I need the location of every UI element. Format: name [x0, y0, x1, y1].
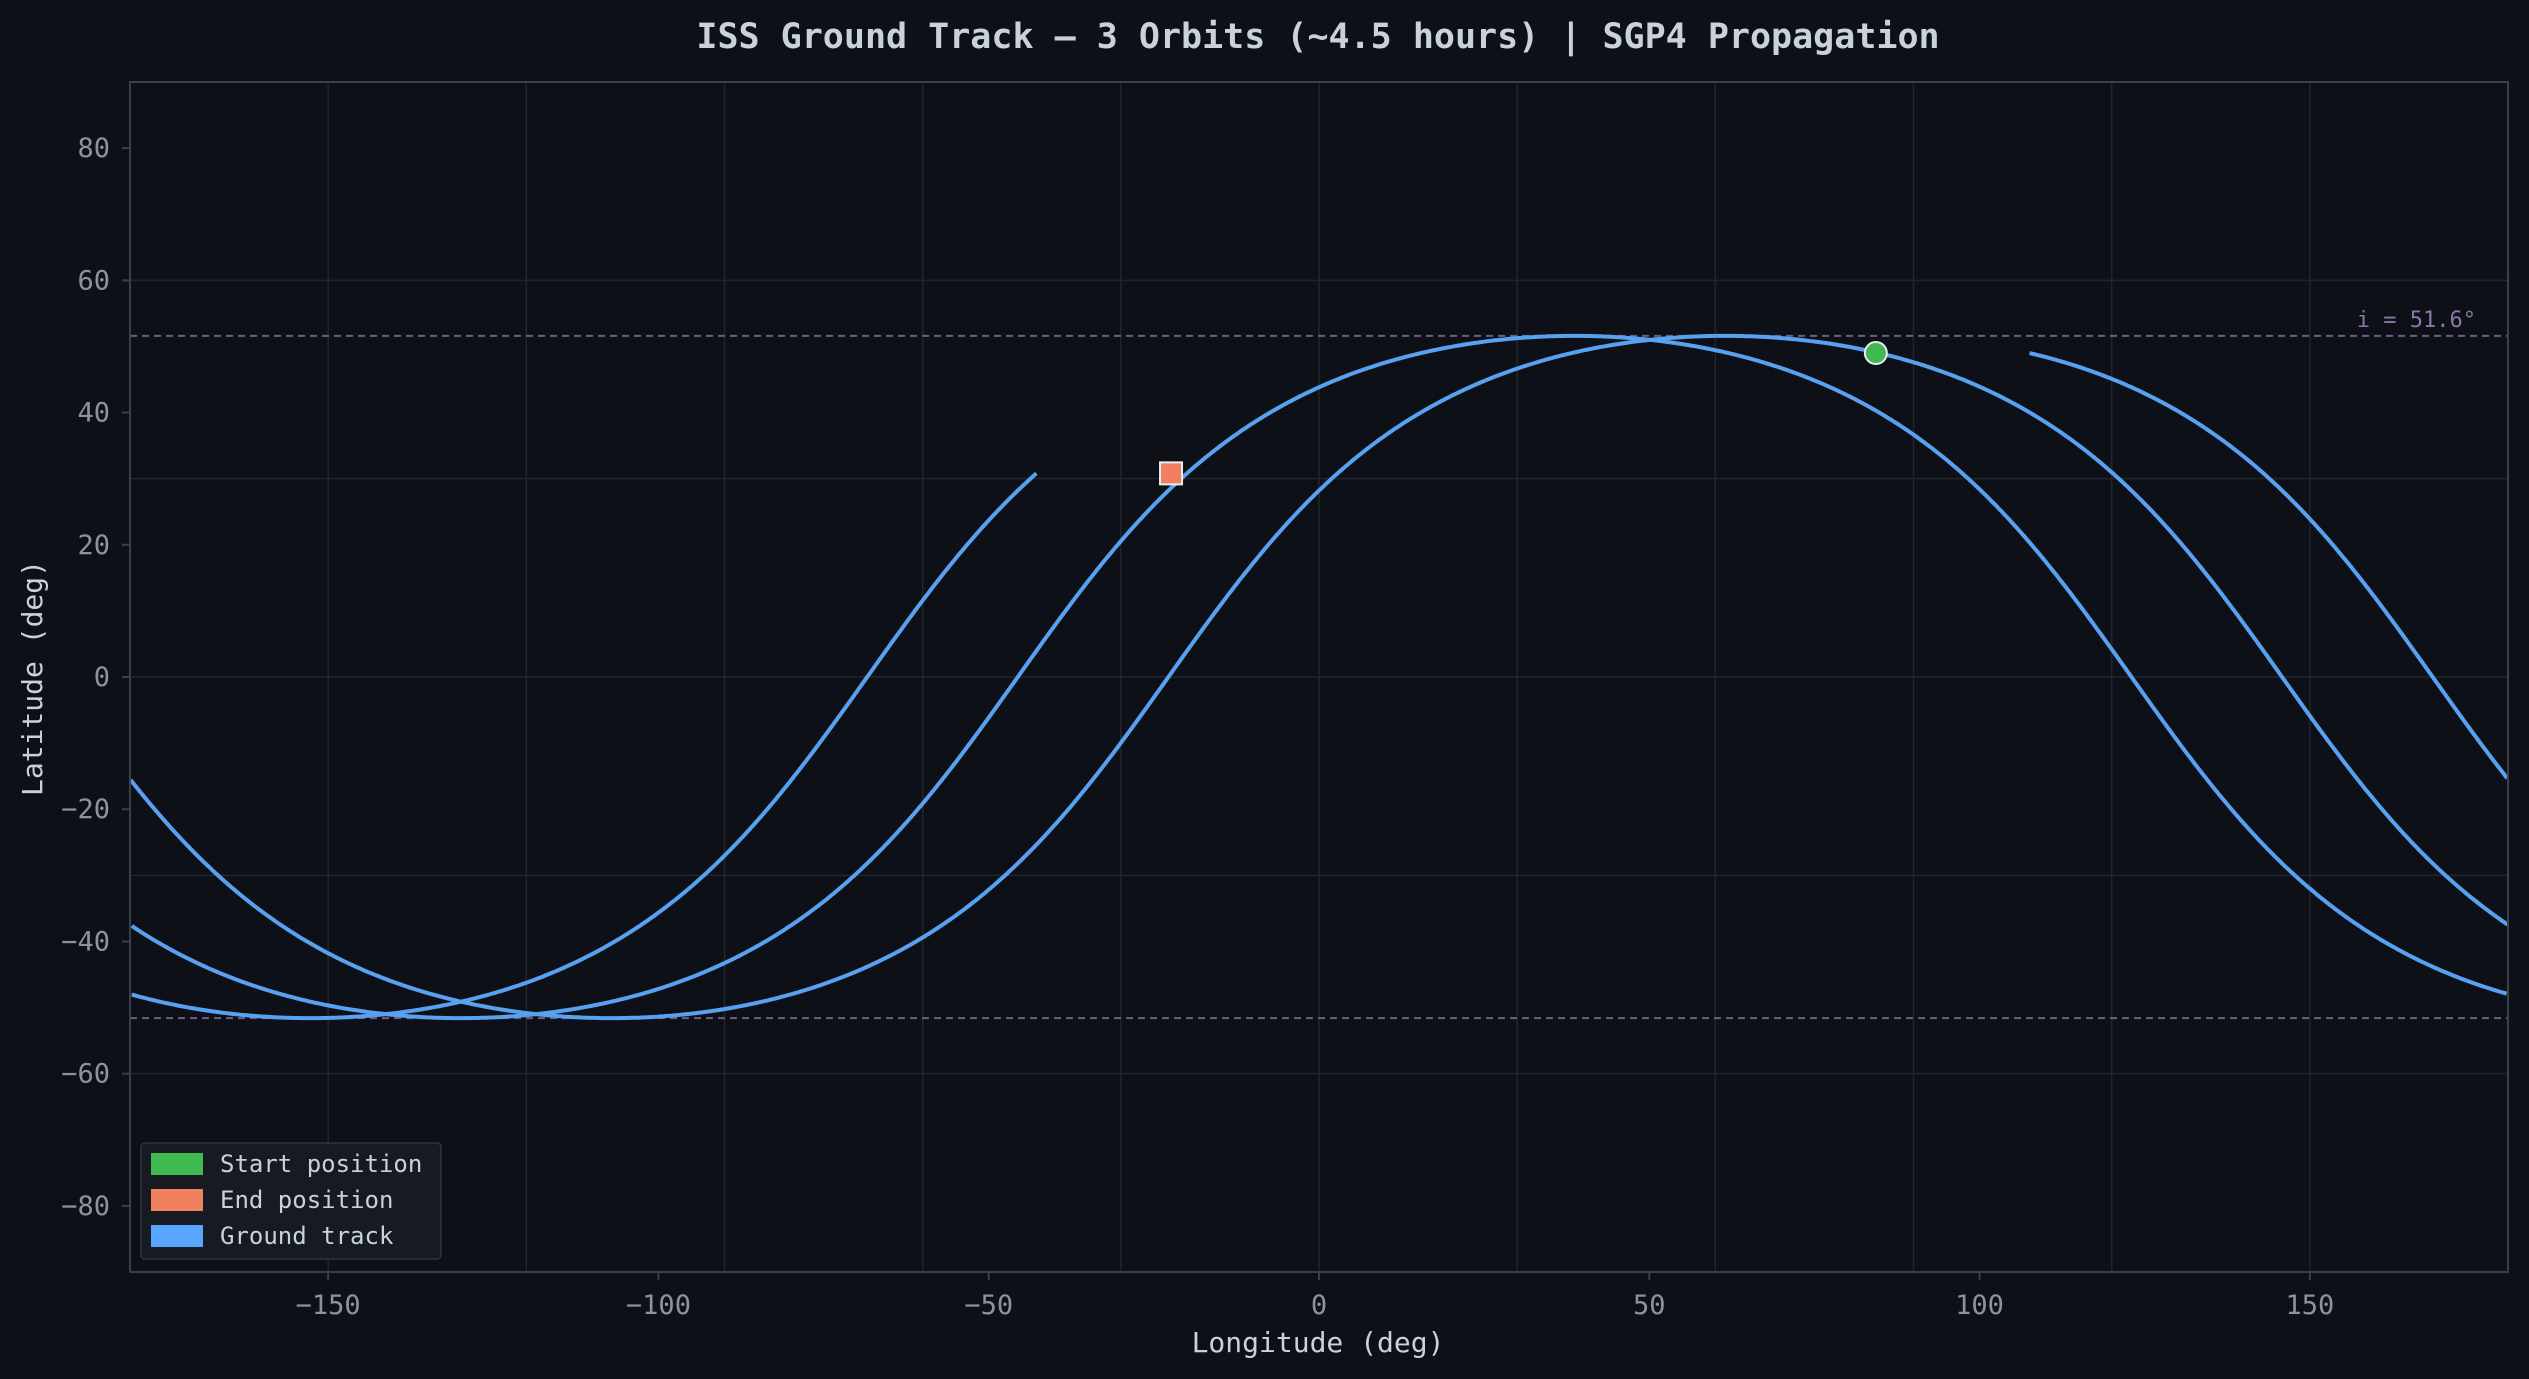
- ground-track-series: [129, 333, 2509, 1021]
- x-tick-label: −50: [964, 1290, 1013, 1321]
- x-tick-label: 50: [1633, 1290, 1666, 1321]
- x-axis-label: Longitude (deg): [1192, 1326, 1445, 1359]
- y-tick-label: −60: [61, 1059, 110, 1090]
- legend-box: [140, 1142, 442, 1260]
- legend: Start position End position Ground track: [140, 1142, 442, 1260]
- legend-label-start: Start position: [220, 1150, 422, 1178]
- chart-title: ISS Ground Track — 3 Orbits (~4.5 hours)…: [696, 17, 1939, 57]
- y-tick-label: 60: [77, 265, 110, 296]
- y-tick-label: −20: [61, 794, 110, 825]
- y-tick-label: 0: [94, 662, 110, 693]
- ground-track-segment-1: [129, 333, 2509, 1021]
- y-tick-label: −40: [61, 926, 110, 957]
- ground-track-segment-3: [131, 471, 1038, 1021]
- x-axis-ticks: −150 −100 −50 0 50 100 150: [296, 1272, 2334, 1321]
- ground-track-segment-0: [2029, 351, 2509, 780]
- y-tick-label: −80: [61, 1191, 110, 1222]
- y-axis-ticks: 80 60 40 20 0 −20 −40 −60 −80: [61, 133, 130, 1222]
- legend-label-end: End position: [220, 1186, 393, 1214]
- y-tick-label: 20: [77, 530, 110, 561]
- legend-swatch-ground-track: [151, 1225, 203, 1247]
- grid: [129, 81, 2509, 1273]
- y-tick-label: 80: [77, 133, 110, 164]
- x-tick-label: −150: [296, 1290, 361, 1321]
- x-tick-label: 150: [2285, 1290, 2334, 1321]
- position-markers: [1159, 341, 1888, 486]
- legend-swatch-end: [151, 1189, 203, 1211]
- y-tick-label: 40: [77, 398, 110, 429]
- start-position-marker: [1863, 341, 1888, 366]
- y-axis-label: Latitude (deg): [16, 560, 49, 796]
- x-tick-label: −100: [626, 1290, 691, 1321]
- x-tick-label: 100: [1955, 1290, 2004, 1321]
- end-position-marker: [1159, 461, 1184, 486]
- plot-area: i = 51.6°: [129, 81, 2509, 1273]
- legend-label-ground-track: Ground track: [220, 1222, 394, 1250]
- x-tick-label: 0: [1311, 1290, 1327, 1321]
- inclination-label: i = 51.6°: [2357, 308, 2476, 333]
- legend-swatch-start: [151, 1153, 203, 1175]
- inclination-lines: i = 51.6°: [130, 308, 2508, 1020]
- ground-track-segment-2: [130, 333, 2508, 1021]
